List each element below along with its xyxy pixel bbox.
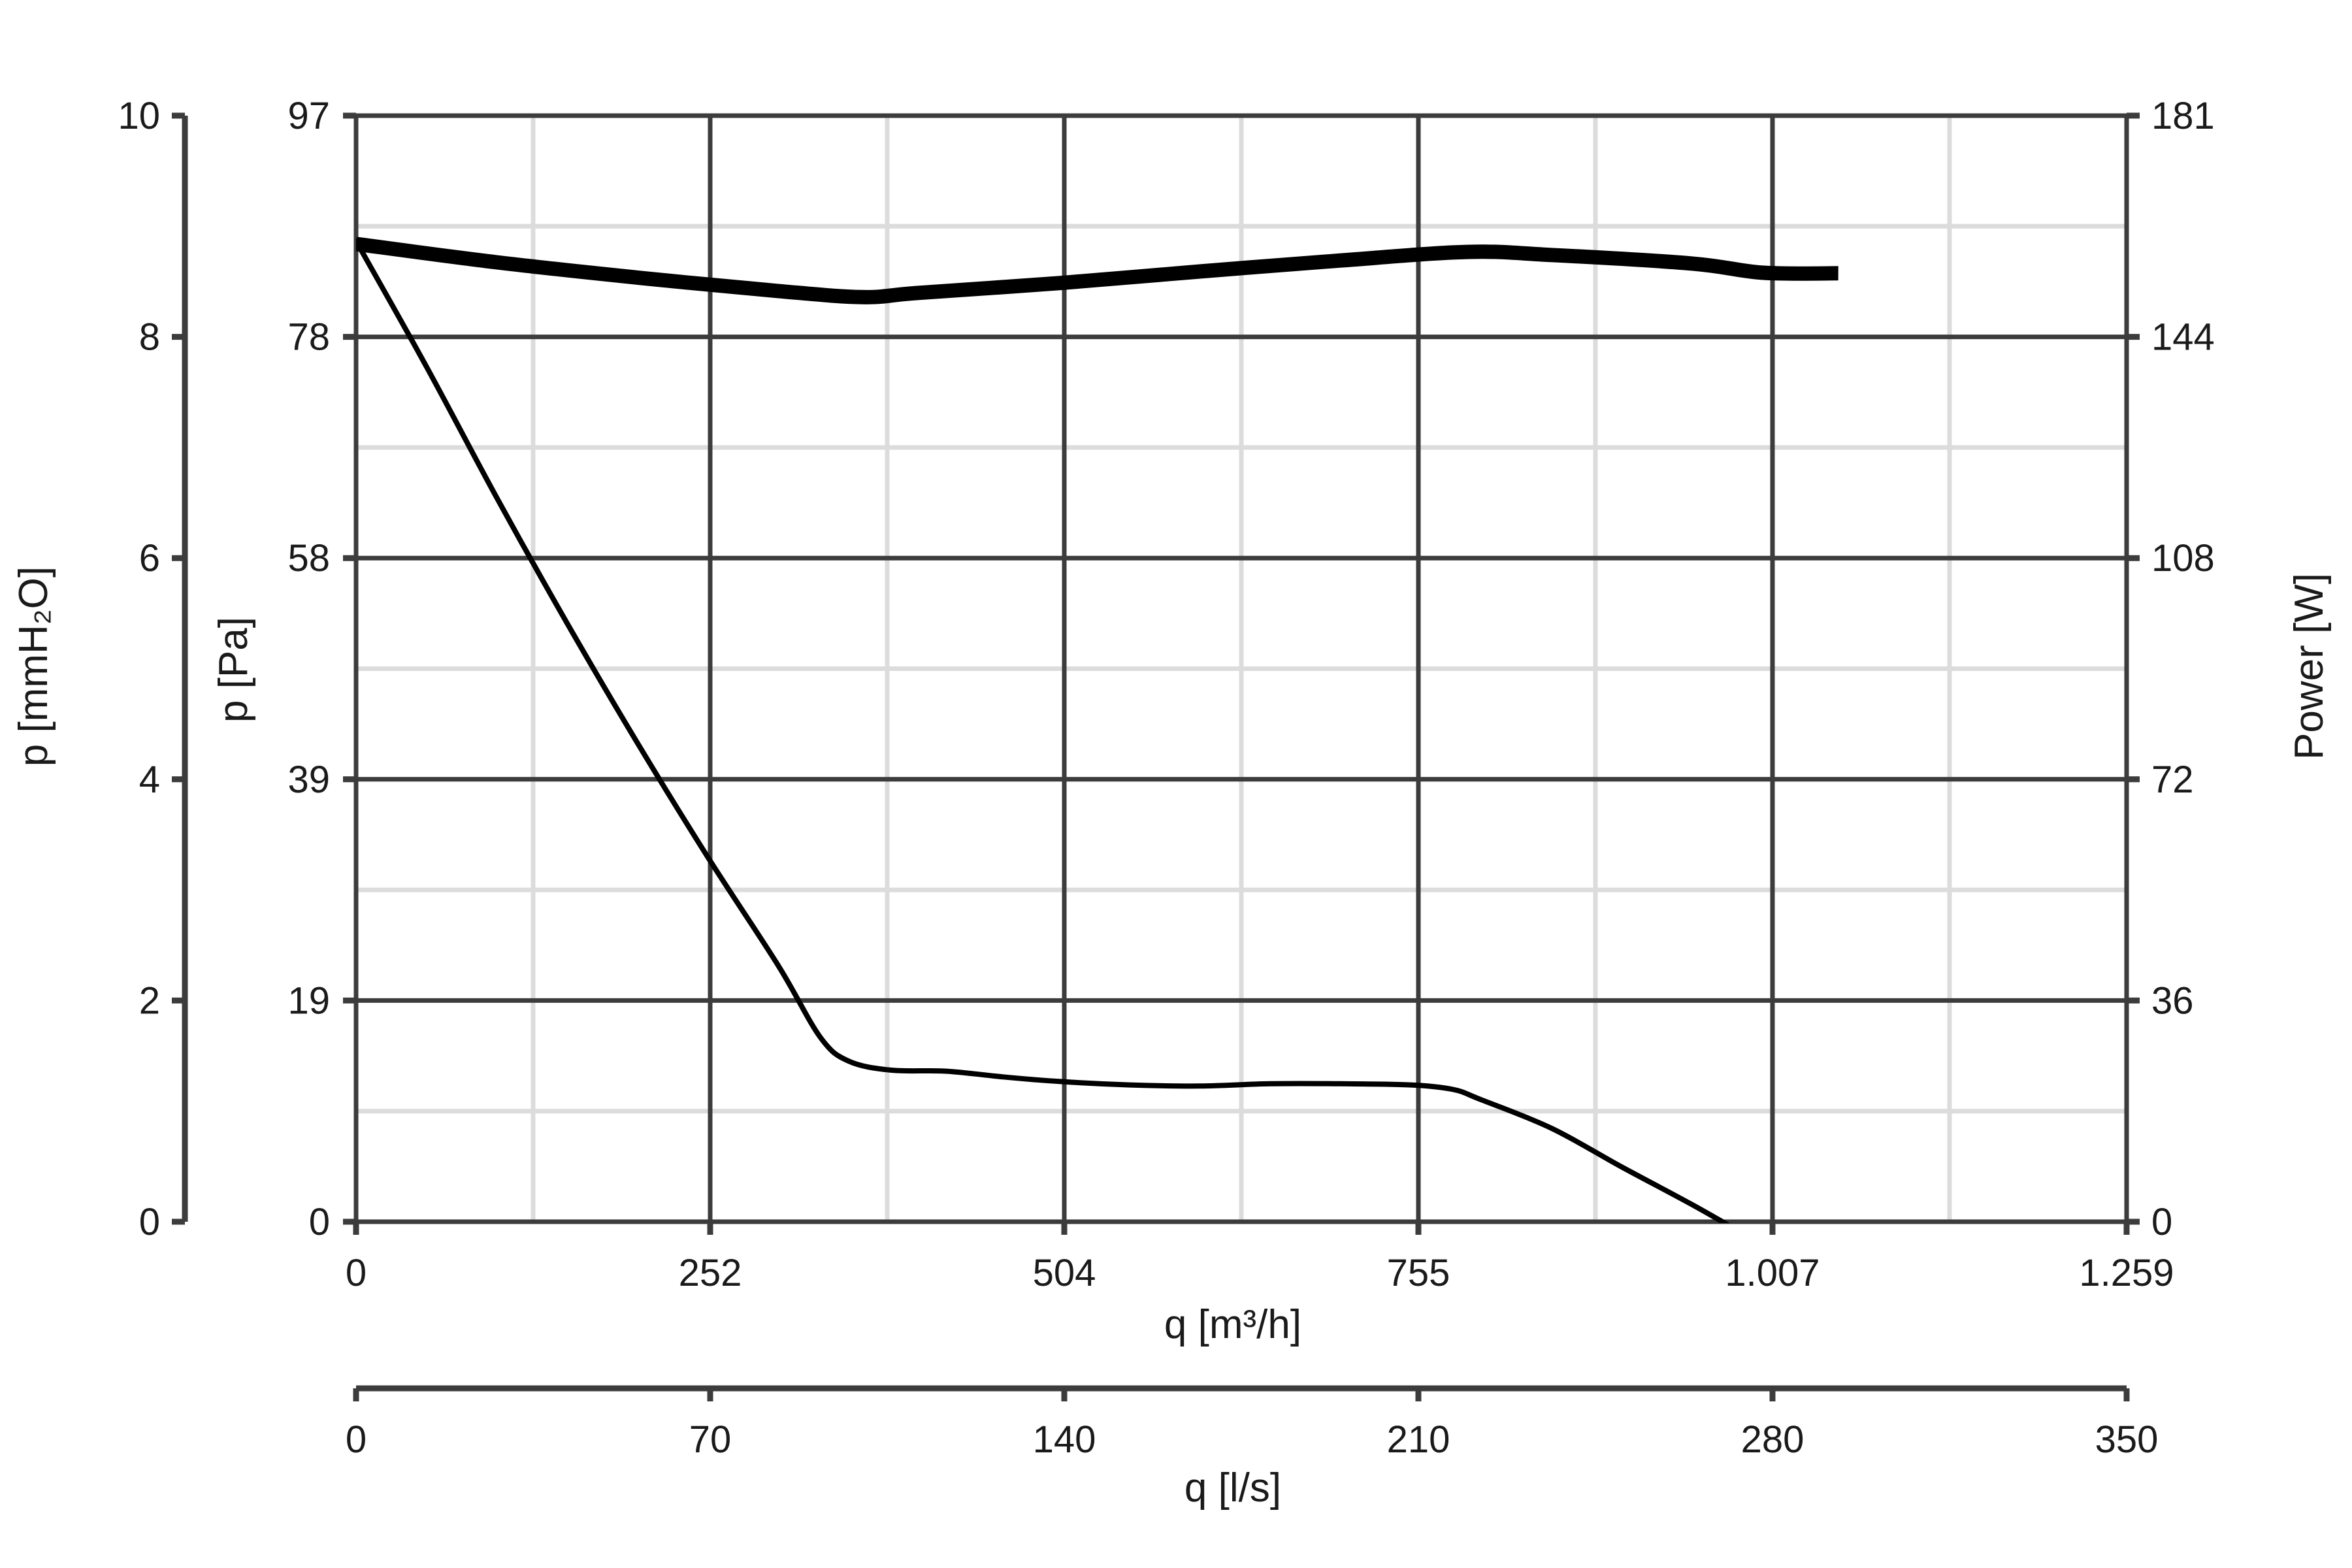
- m3h-tick-label: 755: [1387, 1252, 1450, 1294]
- y-axis-title-pa: p [Pa]: [211, 617, 256, 723]
- ls-tick-label: 70: [689, 1418, 732, 1461]
- tick-labels: 0 2 4 6 8 10 0 70 140 210 280 350 0 19 39 58 78 97 0 36 72 10…: [118, 95, 2214, 1461]
- performance-curves: [356, 237, 1838, 1223]
- ls-tick-label: 210: [1387, 1418, 1450, 1461]
- mmh2o-tick-label: 2: [139, 979, 160, 1022]
- mmh2o-tick-label: 4: [139, 759, 160, 801]
- mmh2o-tick-label: 0: [139, 1201, 160, 1243]
- y-axis-title-power: Power [W]: [2287, 573, 2332, 760]
- ls-tick-label: 280: [1741, 1418, 1805, 1461]
- power-tick-label: 181: [2151, 95, 2215, 137]
- x-axis-title-m3h: q [m³/h]: [1164, 1302, 1301, 1347]
- pa-tick-label: 39: [287, 759, 330, 801]
- y-axis-title-mmh2o: p [mmH₂O]: [11, 566, 56, 767]
- mmh2o-tick-label: 10: [118, 95, 160, 137]
- ls-tick-label: 0: [346, 1418, 367, 1461]
- power-tick-label: 108: [2151, 537, 2215, 580]
- power-tick-label: 144: [2151, 316, 2215, 359]
- x-axis-title-ls: q [l/s]: [1184, 1465, 1281, 1511]
- m3h-tick-label: 1.259: [2079, 1252, 2174, 1294]
- power-tick-label: 0: [2151, 1201, 2172, 1243]
- m3h-tick-label: 0: [346, 1252, 367, 1294]
- pa-tick-label: 97: [287, 95, 330, 137]
- m3h-tick-label: 252: [679, 1252, 742, 1294]
- ls-tick-label: 350: [2095, 1418, 2159, 1461]
- pa-tick-label: 19: [287, 979, 330, 1022]
- power-curve: [356, 237, 1838, 304]
- ls-tick-label: 140: [1033, 1418, 1096, 1461]
- m3h-tick-label: 1.007: [1725, 1252, 1820, 1294]
- major-gridlines: [353, 113, 2129, 1224]
- pa-tick-label: 0: [309, 1201, 330, 1243]
- power-tick-label: 72: [2151, 759, 2194, 801]
- axes: [172, 112, 2140, 1401]
- mmh2o-tick-label: 6: [139, 537, 160, 580]
- power-tick-label: 36: [2151, 979, 2194, 1022]
- pressure-curve: [356, 238, 1730, 1223]
- m3h-tick-label: 504: [1033, 1252, 1096, 1294]
- pa-tick-label: 78: [287, 316, 330, 359]
- mmh2o-tick-label: 8: [139, 316, 160, 359]
- pa-tick-label: 58: [287, 537, 330, 580]
